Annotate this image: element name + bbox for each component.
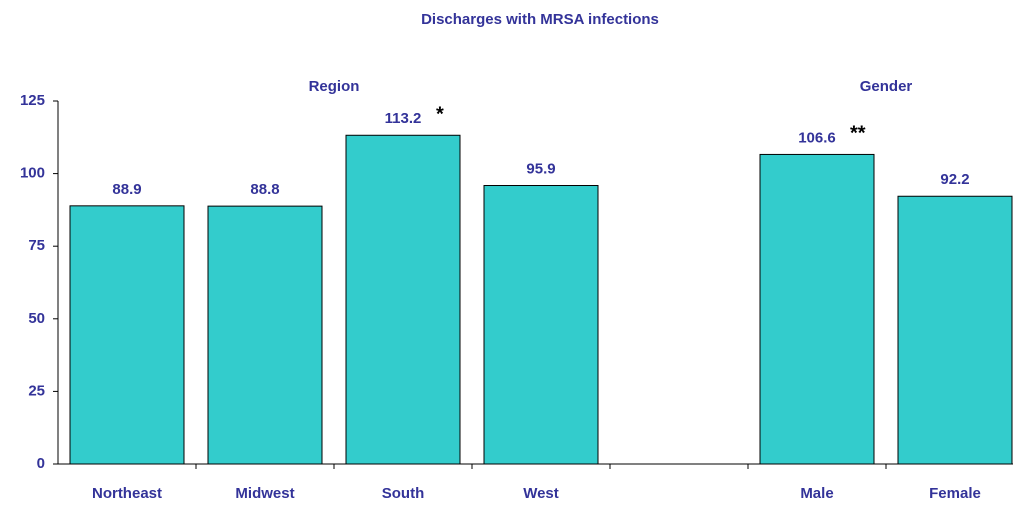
bar bbox=[483, 185, 599, 465]
bar bbox=[345, 134, 461, 465]
group-label: Region bbox=[309, 78, 360, 95]
group-label: Gender bbox=[860, 78, 913, 95]
value-label: 92.2 bbox=[940, 171, 969, 188]
chart-title: Discharges with MRSA infections bbox=[421, 11, 659, 28]
bar bbox=[759, 153, 875, 465]
x-tick-label: West bbox=[523, 485, 559, 502]
x-tick-label: Female bbox=[929, 485, 981, 502]
bar bbox=[897, 195, 1013, 465]
y-tick-label: 100 bbox=[20, 165, 45, 182]
y-tick-label: 25 bbox=[28, 382, 45, 399]
bar bbox=[207, 205, 323, 465]
annotation: * bbox=[436, 104, 444, 126]
bar bbox=[69, 205, 185, 465]
y-tick-label: 75 bbox=[28, 237, 45, 254]
y-tick-label: 0 bbox=[37, 455, 45, 472]
value-label: 113.2 bbox=[385, 110, 422, 127]
value-label: 106.6 bbox=[798, 129, 836, 146]
y-tick-label: 50 bbox=[28, 310, 45, 327]
value-label: 88.9 bbox=[112, 181, 141, 198]
x-tick-label: Northeast bbox=[92, 485, 162, 502]
x-tick-label: South bbox=[382, 485, 425, 502]
x-tick-label: Midwest bbox=[235, 485, 294, 502]
y-tick-label: 125 bbox=[20, 92, 45, 109]
value-label: 88.8 bbox=[250, 181, 279, 198]
annotation: ** bbox=[850, 123, 866, 145]
x-tick-label: Male bbox=[800, 485, 833, 502]
value-label: 95.9 bbox=[526, 160, 555, 177]
